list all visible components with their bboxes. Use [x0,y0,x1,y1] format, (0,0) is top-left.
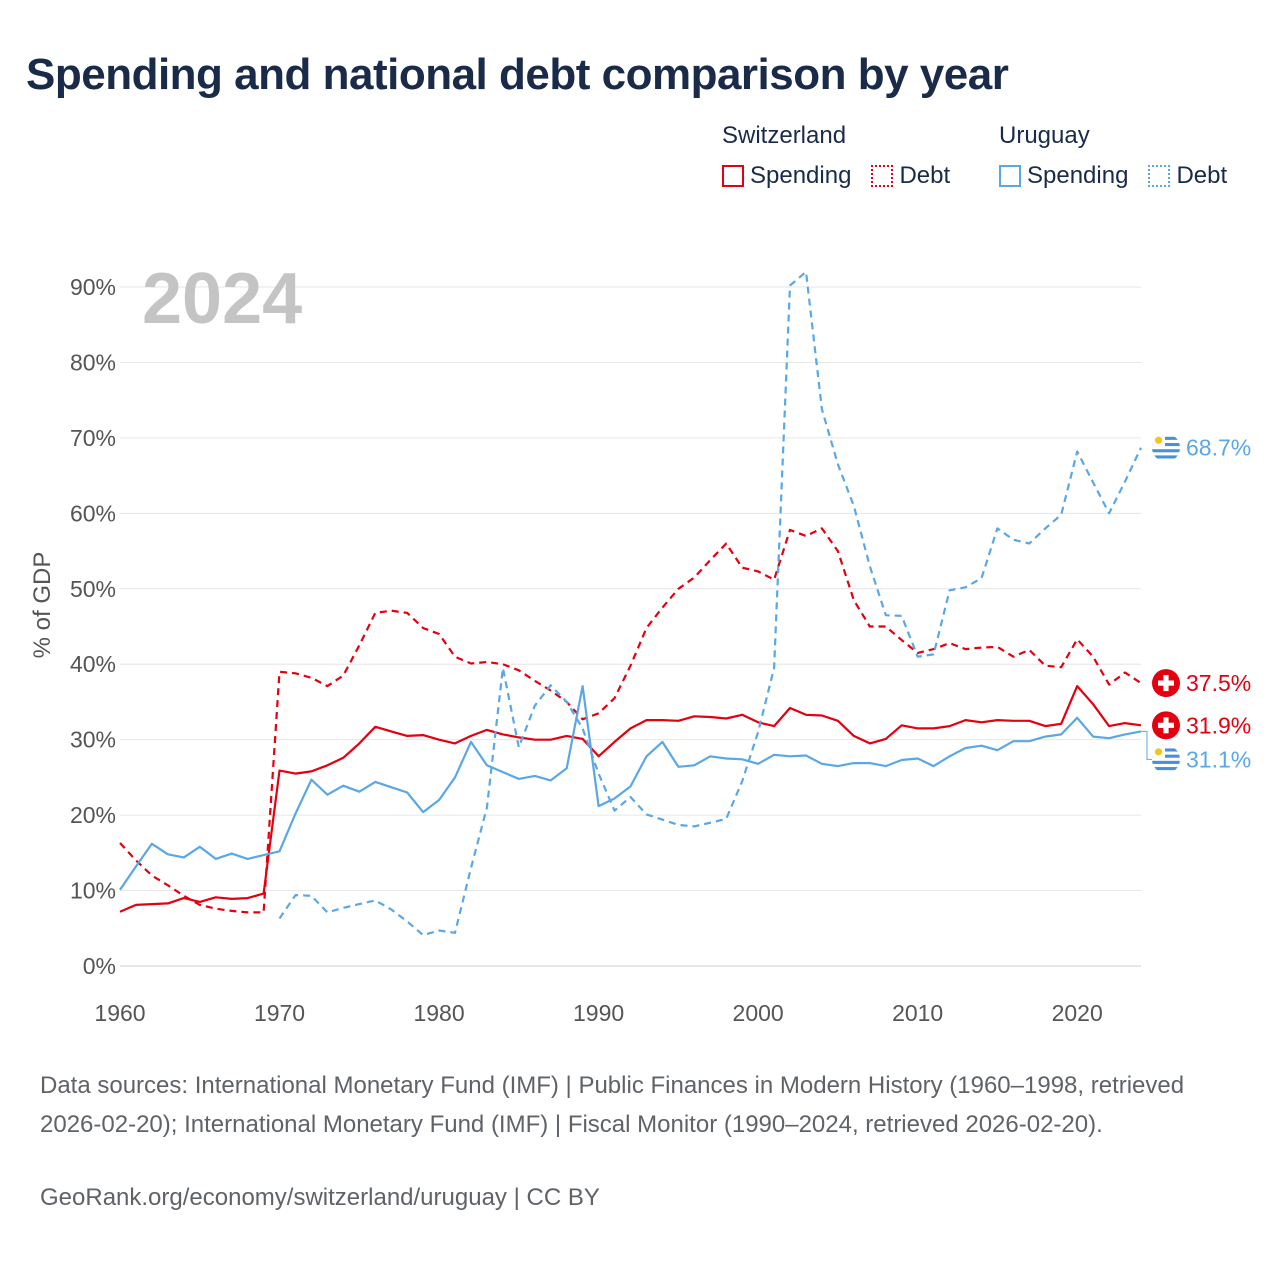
end-value-label: 68.7% [1186,435,1251,461]
footer-sources: Data sources: International Monetary Fun… [40,1072,1185,1138]
series-lines [119,270,1142,937]
end-label-connector [1141,730,1153,760]
legend-label: Debt [899,162,951,189]
switzerland-flag-icon [1152,711,1180,740]
x-tick-label: 2000 [733,1000,784,1026]
x-axis-ticks: 1960 1970 1980 1990 2000 2010 2020 [94,1000,1102,1026]
y-axis-label: % of GDP [29,552,56,659]
legend-uruguay-spending[interactable]: Spending [999,162,1128,190]
y-tick-label: 20% [70,802,116,828]
y-tick-label: 60% [70,500,116,526]
legend-swatch-solid [999,165,1021,187]
gridlines [120,286,1141,967]
y-tick-label: 30% [70,727,116,753]
series-line-uruguay-debt[interactable] [278,270,1142,937]
legend-group-title: Switzerland [722,122,847,149]
x-tick-label: 2010 [892,1000,943,1026]
chart-title: Spending and national debt comparison by… [26,50,1009,99]
legend-switzerland-spending[interactable]: Spending [722,162,851,190]
x-tick-label: 1980 [413,1000,464,1026]
y-tick-label: 0% [83,953,116,979]
end-labels: 68.7% 37.5% 31.9% 31.1% [1141,433,1251,774]
x-tick-label: 1990 [573,1000,624,1026]
footer-site-link[interactable]: GeoRank.org/economy/switzerland/uruguay … [40,1184,600,1211]
legend-swatch-dotted [1148,165,1171,187]
legend-group-title: Uruguay [999,122,1090,149]
legend-swatch-dotted [871,165,894,187]
end-value-label: 37.5% [1186,670,1251,696]
end-value-label: 31.9% [1186,712,1251,738]
series-line-switzerland-spending[interactable] [119,685,1142,913]
legend-switzerland-debt[interactable]: Debt [871,162,950,190]
legend-label: Debt [1176,162,1228,189]
series-line-uruguay-spending[interactable] [119,685,1142,891]
legend-label: Spending [1027,162,1129,189]
x-tick-label: 2020 [1052,1000,1103,1026]
y-axis-ticks: 0% 10% 20% 30% 40% 50% 60% 70% 80% 90% [70,274,116,979]
legend-label: Spending [750,162,852,189]
legend-swatch-solid [722,165,744,187]
series-line-switzerland-debt[interactable] [119,527,1142,914]
uruguay-flag-icon [1152,433,1180,462]
end-value-label: 31.1% [1186,746,1251,772]
y-tick-label: 50% [70,576,116,602]
year-watermark: 2024 [142,259,302,339]
y-tick-label: 90% [70,274,116,300]
legend-switzerland: Switzerland Spending Debt [722,122,950,190]
uruguay-flag-icon [1152,745,1180,774]
x-tick-label: 1970 [254,1000,305,1026]
y-tick-label: 70% [70,425,116,451]
y-tick-label: 10% [70,878,116,904]
switzerland-flag-icon [1152,669,1180,698]
legend-uruguay-debt[interactable]: Debt [1148,162,1227,190]
y-tick-label: 40% [70,651,116,677]
line-chart: 2024 0%10%20%30%40%50%60%70%80%90% 1960 1… [29,259,1251,1026]
legend-uruguay: Uruguay Spending Debt [999,122,1227,190]
y-tick-label: 80% [70,349,116,375]
x-tick-label: 1960 [94,1000,145,1026]
